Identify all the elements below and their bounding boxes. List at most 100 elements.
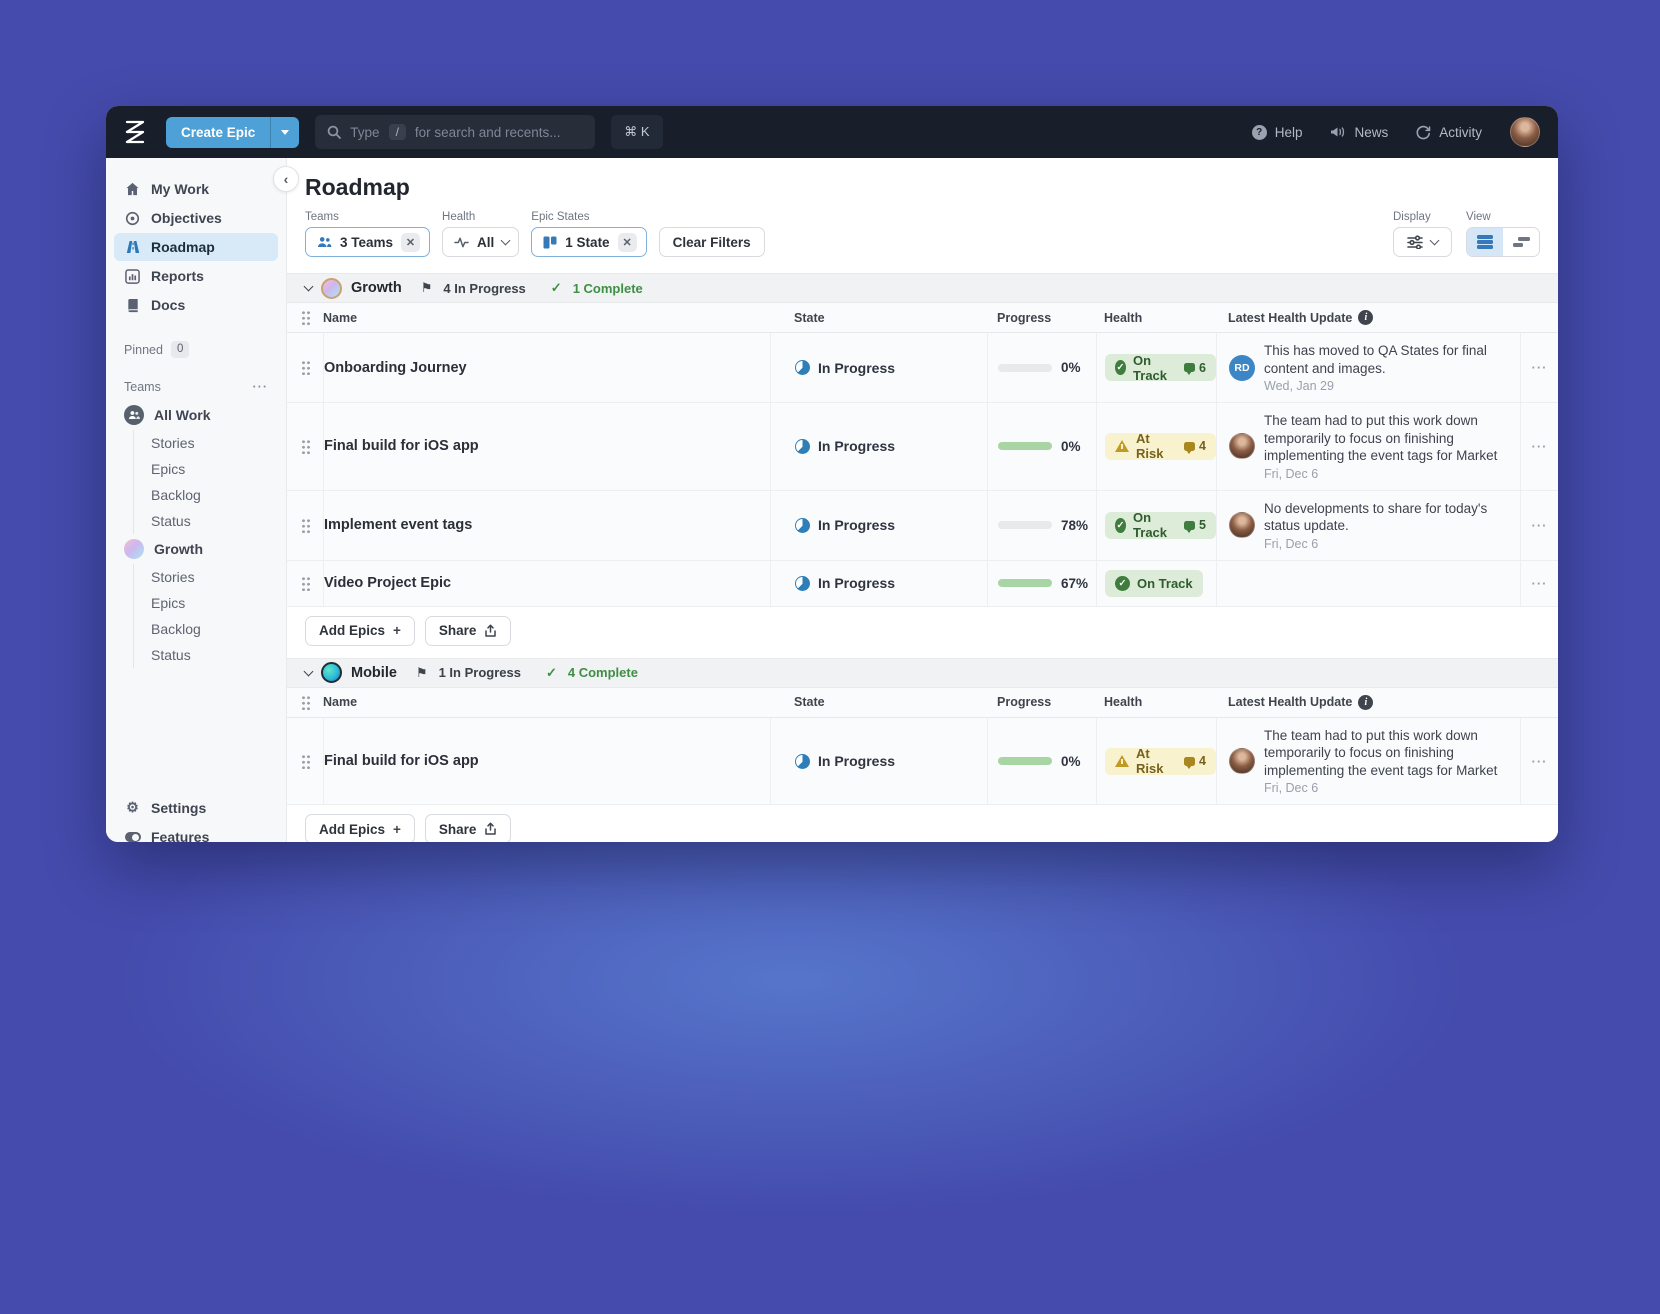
create-epic-button[interactable]: Create Epic [166,116,300,148]
user-avatar[interactable] [1510,117,1540,147]
comments-indicator[interactable]: 4 [1184,754,1206,769]
sidebar-item-epics[interactable]: Epics [151,461,186,477]
sidebar-item-stories[interactable]: Stories [151,435,195,451]
sidebar-team-all-work[interactable]: All Work [106,400,286,430]
drag-handle-icon[interactable] [300,517,310,533]
teams-filter-chip[interactable]: 3 Teams ✕ [305,227,431,257]
shortcut-logo-icon[interactable] [120,117,150,147]
sidebar-item-status[interactable]: Status [151,647,191,663]
sidebar-item-stories[interactable]: Stories [151,569,195,585]
health-badge-at-risk[interactable]: At Risk 4 [1105,746,1216,776]
state-label: In Progress [818,438,896,455]
teams-overflow-menu[interactable]: ··· [252,380,268,394]
share-button[interactable]: Share [424,814,512,842]
row-overflow-menu[interactable]: ··· [1520,717,1558,805]
latest-health-update[interactable]: The team had to put this work down tempo… [1216,717,1520,805]
column-header-name[interactable]: Name [323,695,358,710]
comments-indicator[interactable]: 6 [1184,361,1206,376]
search-input[interactable]: Type / for search and recents... [315,115,596,149]
command-k-shortcut[interactable]: ⌘ K [611,115,663,149]
health-label: On Track [1137,575,1193,591]
row-overflow-menu[interactable]: ··· [1520,560,1558,606]
health-badge-at-risk[interactable]: At Risk 4 [1105,431,1216,461]
latest-health-update[interactable]: The team had to put this work down tempo… [1216,403,1520,490]
column-header-health[interactable]: Health [1104,695,1143,710]
column-header-progress[interactable]: Progress [997,695,1052,710]
create-epic-dropdown[interactable] [270,116,299,148]
sidebar-item-reports[interactable]: Reports [114,262,278,290]
drag-handle-icon[interactable] [300,694,310,710]
epic-name[interactable]: Video Project Epic [323,560,770,606]
sidebar-item-objectives[interactable]: Objectives [114,204,278,232]
sidebar-item-label: Features [151,829,210,842]
sidebar-item-epics[interactable]: Epics [151,595,186,611]
collapse-group-icon[interactable] [303,666,314,677]
health-filter-chip[interactable]: All [442,227,520,257]
drag-handle-icon[interactable] [300,310,310,325]
drag-handle-icon[interactable] [300,360,310,376]
comments-indicator[interactable]: 4 [1184,439,1206,454]
create-epic-label[interactable]: Create Epic [181,124,256,140]
activity-menu[interactable]: Activity [1416,125,1482,140]
column-header-state[interactable]: State [794,695,825,710]
sidebar-item-docs[interactable]: Docs [114,291,278,319]
table-row[interactable]: Final build for iOS app In Progress 0% A… [287,403,1558,491]
column-header-latest-health-update[interactable]: Latest Health Update i [1216,694,1520,710]
progress-value: 0% [1061,753,1081,769]
table-row[interactable]: Implement event tags In Progress 78% ✓ O… [287,490,1558,561]
list-view-button[interactable] [1467,228,1503,256]
latest-health-update[interactable]: RD This has moved to QA States for final… [1216,333,1520,403]
clear-filters-button[interactable]: Clear Filters [658,227,765,257]
health-badge-on-track[interactable]: ✓ On Track 5 [1105,510,1216,540]
drag-handle-icon[interactable] [300,753,310,769]
add-epics-button[interactable]: Add Epics + [305,814,415,842]
row-overflow-menu[interactable]: ··· [1520,333,1558,403]
collapse-group-icon[interactable] [303,281,314,292]
row-overflow-menu[interactable]: ··· [1520,490,1558,560]
latest-health-update[interactable]: No developments to share for today's sta… [1216,490,1520,560]
remove-teams-filter-icon[interactable]: ✕ [401,232,421,252]
remove-epic-states-filter-icon[interactable]: ✕ [617,232,637,252]
health-badge-on-track[interactable]: ✓ On Track [1105,569,1203,597]
sidebar-item-settings[interactable]: ⚙ Settings [114,793,278,822]
sidebar-team-growth[interactable]: Growth [106,534,286,564]
column-header-progress[interactable]: Progress [997,310,1052,325]
update-date: Fri, Dec 6 [1264,466,1319,481]
sidebar-item-features[interactable]: Features [114,823,278,842]
sidebar-item-backlog[interactable]: Backlog [151,621,201,637]
add-epics-button[interactable]: Add Epics + [305,615,415,646]
epic-name[interactable]: Onboarding Journey [323,333,770,403]
news-menu[interactable]: News [1330,125,1388,140]
column-header-name[interactable]: Name [323,310,358,325]
sidebar-item-roadmap[interactable]: Roadmap [114,233,278,261]
share-button[interactable]: Share [424,615,512,646]
table-row[interactable]: Final build for iOS app In Progress 0% A… [287,717,1558,806]
column-header-health[interactable]: Health [1104,310,1143,325]
sidebar-item-backlog[interactable]: Backlog [151,487,201,503]
table-row[interactable]: Video Project Epic In Progress 67% ✓ On … [287,560,1558,607]
health-badge-on-track[interactable]: ✓ On Track 6 [1105,353,1216,383]
drag-handle-icon[interactable] [300,575,310,591]
list-view-icon [1477,234,1493,250]
timeline-view-button[interactable] [1503,228,1539,256]
epic-states-filter-chip[interactable]: 1 State ✕ [531,227,647,257]
row-overflow-menu[interactable]: ··· [1520,403,1558,490]
table-row[interactable]: Onboarding Journey In Progress 0% ✓ On T… [287,333,1558,404]
epic-name[interactable]: Final build for iOS app [323,403,770,490]
info-icon[interactable]: i [1358,310,1374,325]
epic-name[interactable]: Implement event tags [323,490,770,560]
display-options-button[interactable] [1393,227,1452,257]
info-icon[interactable]: i [1358,694,1374,710]
column-header-latest-health-update[interactable]: Latest Health Update i [1216,310,1520,325]
help-menu[interactable]: ? Help [1251,124,1302,140]
sidebar-item-status[interactable]: Status [151,513,191,529]
sidebar-collapse-button[interactable]: ‹ [273,166,299,192]
sidebar-item-my-work[interactable]: My Work [114,175,278,203]
columns-icon [543,236,557,249]
column-header-state[interactable]: State [794,310,825,325]
drag-handle-icon[interactable] [300,438,310,454]
in-progress-count: 4 In Progress [443,280,526,296]
epic-name[interactable]: Final build for iOS app [323,717,770,805]
update-date: Fri, Dec 6 [1264,781,1319,796]
comments-indicator[interactable]: 5 [1184,518,1206,533]
